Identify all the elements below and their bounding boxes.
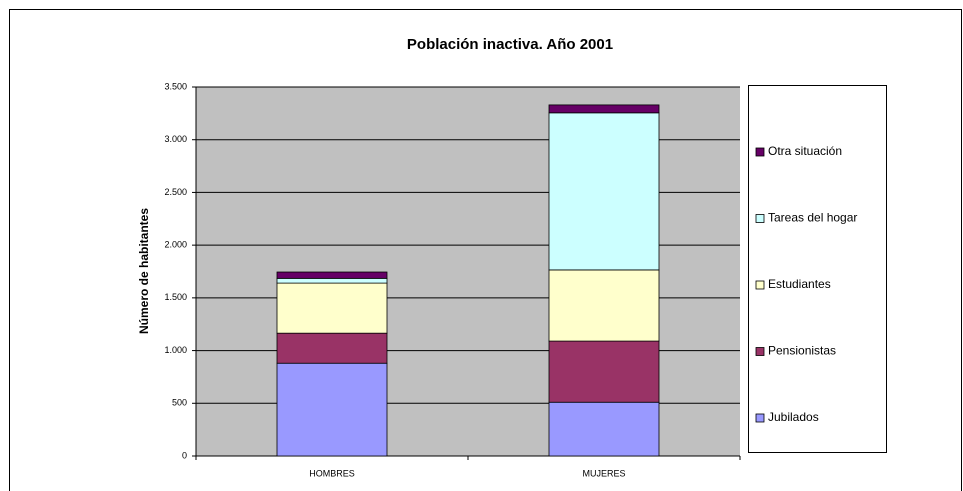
- y-tick-label: 2.000: [164, 240, 187, 250]
- legend-swatch: [755, 280, 765, 290]
- x-tick-label: MUJERES: [582, 468, 625, 478]
- bar-segment: [548, 340, 660, 403]
- y-tick-label: 3.500: [164, 81, 187, 91]
- x-tick-label: HOMBRES: [309, 468, 355, 478]
- bar-segment: [276, 277, 388, 284]
- bar-segment: [548, 401, 660, 457]
- y-tick-label: 3.000: [164, 134, 187, 144]
- y-tick-label: 1.000: [164, 345, 187, 355]
- chart-title: Población inactiva. Año 2001: [407, 36, 613, 53]
- legend-swatch: [755, 347, 765, 356]
- bar-segment: [276, 271, 388, 279]
- bar-segment: [276, 282, 388, 334]
- legend-label: Pensionistas: [768, 344, 836, 358]
- legend-label: Otra situación: [768, 144, 842, 158]
- legend-label: Tareas del hogar: [768, 211, 857, 225]
- bar-segment: [276, 362, 388, 457]
- legend-label: Jubilados: [768, 410, 819, 424]
- legend-swatch: [755, 214, 765, 223]
- bar-segment: [548, 104, 660, 114]
- bar-segment: [548, 269, 660, 342]
- y-tick-label: 2.500: [164, 187, 187, 197]
- legend-swatch: [755, 413, 765, 423]
- bar-segment: [548, 112, 660, 271]
- bar-segment: [276, 332, 388, 364]
- legend-swatch: [755, 147, 765, 157]
- legend-label: Estudiantes: [768, 277, 831, 291]
- y-axis-label: Número de habitantes: [137, 208, 151, 334]
- legend-box: [748, 85, 887, 453]
- y-tick-label: 1.500: [164, 292, 187, 302]
- y-tick-label: 500: [172, 398, 187, 408]
- y-tick-label: 0: [182, 450, 187, 460]
